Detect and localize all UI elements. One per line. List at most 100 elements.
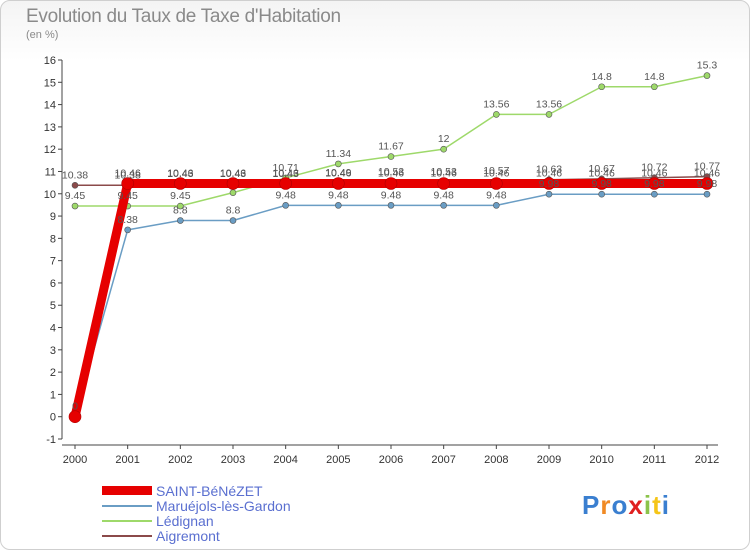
- legend-item: Maruéjols-lès-Gardon: [102, 497, 291, 514]
- data-label: 8.8: [173, 205, 188, 217]
- data-point: [177, 202, 184, 210]
- legend-item: SAINT-BéNéZET: [102, 482, 291, 499]
- data-label: 10.46: [115, 168, 141, 180]
- x-tick-label: 2010: [589, 454, 613, 466]
- y-tick-label: 4: [50, 323, 56, 335]
- data-label: 9.98: [591, 178, 612, 190]
- data-point: [651, 83, 658, 91]
- y-tick-label: 1: [50, 389, 56, 401]
- data-point: [332, 177, 345, 190]
- x-tick-label: 2006: [379, 454, 403, 466]
- x-tick-label: 2000: [63, 454, 87, 466]
- data-point: [71, 181, 79, 189]
- data-label: 9.48: [433, 189, 454, 201]
- series-lines: [68, 72, 714, 424]
- data-label: 10.67: [589, 163, 615, 175]
- data-label: 10.46: [694, 168, 720, 180]
- data-point: [121, 177, 134, 190]
- data-point: [335, 160, 342, 168]
- data-point: [384, 177, 398, 190]
- legend-item: Lédignan: [102, 513, 291, 529]
- data-point: [335, 202, 342, 209]
- data-point: [229, 189, 237, 196]
- data-label: 10.53: [378, 166, 404, 178]
- y-tick-label: 13: [44, 122, 56, 134]
- data-label: 10.46: [536, 168, 562, 180]
- data-point: [279, 177, 292, 190]
- data-label: 8.8: [226, 205, 241, 217]
- logo-letter: t: [652, 490, 662, 520]
- data-label: 9.98: [644, 178, 665, 190]
- data-label: 10.63: [536, 164, 562, 176]
- x-tick-label: 2005: [326, 454, 350, 466]
- data-label: 10.43: [273, 168, 299, 180]
- data-point: [174, 177, 187, 190]
- logo-letter: o: [611, 490, 629, 520]
- data-label: 10.46: [220, 168, 246, 180]
- data-label: 13.56: [536, 98, 562, 110]
- logo-letter: r: [600, 490, 612, 520]
- x-tick-label: 2001: [115, 454, 139, 466]
- data-label: 9.45: [170, 190, 191, 202]
- x-tick-label: 2003: [221, 454, 245, 466]
- legend-label: Aigremont: [156, 527, 220, 544]
- data-label: 10.57: [483, 165, 509, 177]
- y-tick-label: 10: [44, 189, 56, 201]
- legend-label: Maruéjols-lès-Gardon: [156, 497, 291, 514]
- legend-item: Aigremont: [102, 527, 291, 544]
- data-label: 10.38: [62, 169, 88, 181]
- data-point: [124, 226, 131, 234]
- data-label: 9.48: [275, 189, 296, 201]
- y-tick-label: 15: [44, 77, 56, 89]
- data-label: 10.43: [167, 168, 193, 180]
- data-label: 9.48: [328, 189, 349, 201]
- data-label: 10.46: [431, 168, 457, 180]
- data-point: [493, 111, 500, 118]
- point-labels: 10.389.45010.4610.389.458.3810.4610.439.…: [62, 60, 720, 413]
- data-point: [651, 190, 658, 198]
- y-tick-label: 11: [45, 166, 56, 178]
- legend-swatch: [102, 534, 152, 537]
- y-tick-label: 6: [50, 278, 56, 290]
- data-label: 10.46: [273, 168, 299, 180]
- legend-label: SAINT-BéNéZET: [156, 482, 263, 499]
- data-point: [598, 83, 605, 91]
- legend-swatch: [102, 486, 152, 495]
- data-label: 13.56: [483, 98, 509, 110]
- data-label: 10.53: [431, 166, 457, 178]
- y-tick-label: 8: [50, 233, 56, 245]
- y-tick-label: 0: [50, 412, 56, 424]
- data-label: 10.43: [220, 168, 246, 180]
- data-point: [595, 177, 608, 190]
- data-point: [545, 111, 553, 118]
- data-point: [387, 153, 395, 160]
- x-tick-label: 2002: [168, 454, 192, 466]
- logo-letter: x: [628, 490, 644, 520]
- data-point: [703, 72, 711, 79]
- data-label: 10.46: [589, 168, 615, 180]
- data-label: 10.46: [167, 168, 193, 180]
- y-tick-label: 12: [44, 144, 56, 156]
- data-label: 11.67: [378, 141, 404, 153]
- series-line: [74, 193, 707, 417]
- data-label: 9.98: [539, 178, 560, 190]
- y-tick-label: 5: [50, 300, 56, 312]
- data-point: [493, 202, 500, 209]
- data-label: 10.71: [273, 162, 299, 174]
- data-label: 14.8: [591, 71, 612, 83]
- data-label: 10.46: [483, 168, 509, 180]
- data-point: [68, 410, 82, 424]
- data-label: 10.46: [325, 168, 351, 180]
- data-label: 11.34: [326, 148, 352, 160]
- chart-unit: (en %): [26, 29, 59, 41]
- x-tick-label: 2007: [431, 454, 455, 466]
- x-tick-label: 2004: [273, 454, 297, 466]
- data-point: [226, 177, 240, 190]
- chart-title: Evolution du Taux de Taxe d'Habitation: [26, 6, 341, 27]
- data-label: 14.8: [644, 71, 665, 83]
- y-tick-label: 2: [50, 367, 56, 379]
- y-tick-label: 7: [50, 256, 56, 268]
